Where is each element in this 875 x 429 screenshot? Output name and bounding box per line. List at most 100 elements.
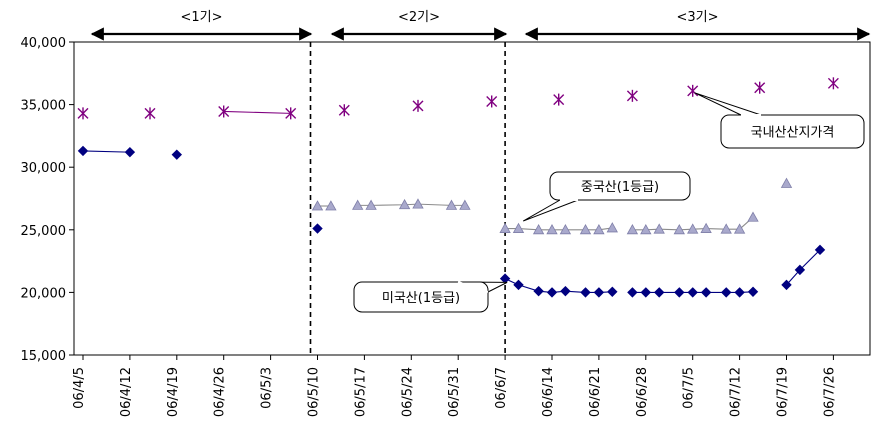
data-point — [653, 287, 665, 298]
data-point — [560, 285, 571, 297]
callout-2: 미국산(1등급) — [353, 281, 508, 313]
x-tick-label: 06/7/5 — [682, 367, 697, 409]
y-tick-label: 25,000 — [21, 224, 67, 239]
data-point — [687, 287, 698, 298]
x-tick-label: 06/7/19 — [776, 367, 791, 417]
data-point — [720, 223, 732, 234]
callout-box — [720, 114, 865, 149]
data-point — [499, 222, 511, 233]
data-point — [285, 107, 297, 120]
data-point — [579, 223, 592, 235]
data-point — [593, 287, 605, 298]
series-line — [82, 150, 130, 153]
data-point — [124, 146, 136, 158]
data-point — [398, 198, 411, 210]
x-tick-label: 06/5/24 — [400, 367, 415, 417]
y-tick-label: 35,000 — [21, 99, 67, 114]
data-point — [77, 145, 89, 157]
data-point — [352, 199, 364, 210]
data-point — [559, 223, 572, 235]
series-0 — [77, 77, 839, 120]
series-2 — [77, 145, 826, 298]
data-point — [733, 223, 746, 234]
y-tick-label: 30,000 — [21, 161, 67, 176]
data-point — [593, 223, 605, 235]
callout-label: 미국산(1등급) — [382, 291, 460, 306]
plot-area-border — [73, 41, 871, 356]
data-point — [794, 264, 806, 276]
data-point — [499, 273, 511, 284]
x-tick-label: 06/6/7 — [494, 367, 509, 409]
data-point — [546, 287, 558, 298]
data-point — [325, 200, 337, 211]
data-point — [640, 223, 652, 235]
data-point — [627, 287, 638, 298]
data-point — [512, 222, 525, 233]
x-tick-label: 06/5/31 — [447, 367, 462, 417]
callout-seam — [457, 281, 489, 293]
x-tick-label: 06/4/12 — [119, 367, 134, 417]
y-tick-label: 20,000 — [21, 286, 67, 301]
data-point — [486, 95, 498, 108]
data-point — [734, 287, 745, 298]
data-point — [459, 199, 471, 210]
data-point — [513, 279, 524, 291]
data-point — [687, 223, 699, 234]
x-tick-label: 06/4/19 — [166, 367, 181, 417]
data-point — [312, 223, 323, 234]
callout-label: 중국산(1등급) — [581, 180, 659, 195]
callout-pointer — [522, 199, 579, 222]
data-point — [626, 89, 638, 102]
period-arrows: <1기> <2기> <3기> — [90, 10, 871, 41]
data-point — [687, 84, 699, 97]
callout-0: 국내산산지가격 — [694, 92, 865, 149]
data-point — [720, 287, 732, 298]
data-point — [546, 223, 558, 235]
period-label: <2기> — [398, 10, 440, 25]
x-tick-label: 06/6/14 — [541, 367, 556, 417]
period-label: <3기> — [676, 10, 718, 25]
y-tick-label: 15,000 — [21, 349, 67, 364]
data-point — [626, 223, 639, 235]
data-point — [412, 99, 424, 112]
x-tick-label: 06/5/17 — [353, 367, 368, 417]
data-point — [532, 223, 545, 235]
x-tick-label: 06/7/26 — [822, 367, 837, 417]
data-point — [700, 222, 712, 233]
data-point — [780, 177, 793, 188]
series-1 — [311, 177, 793, 235]
callout-1: 중국산(1등급) — [522, 171, 691, 222]
data-point — [814, 244, 826, 256]
x-tick-label: 06/7/12 — [729, 367, 744, 417]
data-point — [747, 286, 759, 297]
data-point — [445, 199, 458, 210]
x-tick-label: 06/5/10 — [307, 367, 322, 417]
callout-box — [549, 171, 691, 201]
data-point — [338, 104, 350, 117]
x-tick-label: 06/6/21 — [588, 367, 603, 417]
data-point — [781, 279, 792, 291]
data-point — [640, 287, 652, 298]
axes: 15,000 20,000 25,000 30,000 35,000 40,000 06/4… — [21, 36, 871, 417]
data-point — [606, 222, 618, 233]
data-point — [747, 211, 759, 222]
data-point — [218, 105, 230, 118]
data-point — [533, 285, 544, 297]
data-point — [412, 198, 424, 209]
data-point — [700, 287, 712, 298]
data-point — [607, 286, 618, 297]
callout-label: 국내산산지가격 — [751, 126, 835, 141]
callout-box — [353, 281, 489, 313]
data-point — [365, 199, 377, 210]
series-line — [223, 110, 291, 114]
callout-pointer — [694, 92, 762, 116]
data-point — [827, 77, 839, 90]
y-tick-label: 40,000 — [21, 36, 67, 51]
series-line — [786, 249, 821, 286]
data-point — [311, 200, 324, 211]
period-dividers — [309, 42, 506, 355]
x-tick-label: 06/4/5 — [72, 367, 87, 409]
period-label: <1기> — [180, 10, 222, 25]
